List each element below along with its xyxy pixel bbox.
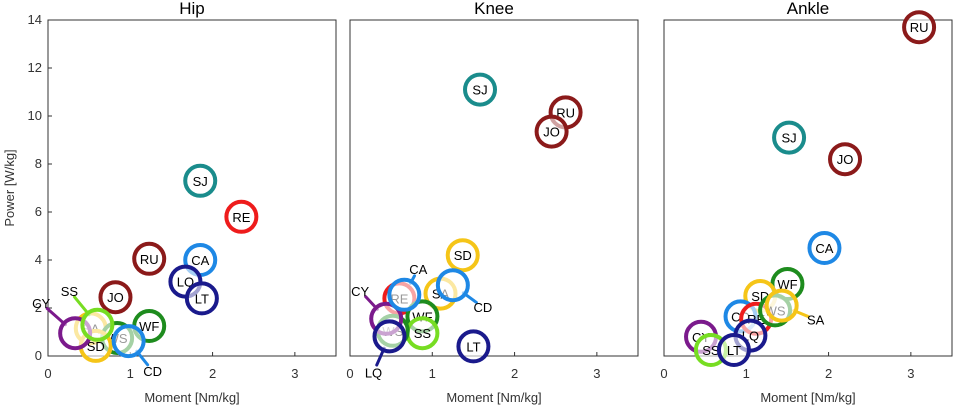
x-tick-label-0-3: 3 (291, 366, 298, 381)
marker-label-2-ru: RU (910, 20, 929, 35)
marker-label-0-lq: LQ (177, 275, 194, 290)
x-tick-label-2-2: 2 (825, 366, 832, 381)
y-tick-label-0-2: 4 (35, 252, 42, 267)
x-tick-label-1-3: 3 (593, 366, 600, 381)
marker-2-lt (716, 333, 751, 367)
marker-0-lt (184, 281, 219, 316)
marker-label-1-sj: SJ (472, 83, 487, 98)
marker-label-1-lq: LQ (365, 365, 382, 380)
marker-label-1-cy: CY (351, 284, 369, 299)
marker-0-ss (80, 307, 115, 342)
marker-0-ru (132, 241, 167, 276)
marker-label-0-ru: RU (140, 252, 159, 267)
marker-2-ca (807, 231, 842, 265)
x-tick-label-1-0: 0 (346, 366, 353, 381)
marker-label-0-ss: SS (61, 284, 79, 299)
marker-label-1-jo: JO (543, 125, 560, 140)
marker-0-jo (98, 280, 133, 315)
marker-label-0-wf: WF (139, 319, 159, 334)
x-tick-label-0-0: 0 (44, 366, 51, 381)
marker-label-0-re: RE (232, 210, 250, 225)
marker-label-1-sd: SD (454, 248, 472, 263)
marker-label-2-lt: LT (727, 343, 741, 358)
marker-label-0-cd: CD (143, 364, 162, 379)
x-tick-label-1-2: 2 (511, 366, 518, 381)
marker-label-0-lt: LT (195, 291, 209, 306)
panel-title-2: Ankle (787, 0, 830, 18)
y-tick-label-0-1: 2 (35, 300, 42, 315)
marker-label-0-ca: CA (191, 253, 209, 268)
y-tick-label-0-3: 6 (35, 204, 42, 219)
panel-title-0: Hip (179, 0, 205, 18)
marker-label-1-ca: CA (409, 262, 427, 277)
marker-2-ru (902, 10, 937, 45)
x-tick-label-0-1: 1 (127, 366, 134, 381)
x-axis-label-2: Moment [Nm/kg] (760, 390, 855, 405)
x-tick-label-1-1: 1 (429, 366, 436, 381)
marker-1-lq (372, 319, 407, 354)
marker-2-sa (764, 288, 799, 323)
x-axis-label-1: Moment [Nm/kg] (446, 390, 541, 405)
y-axis-label-0: Power [W/kg] (2, 149, 17, 226)
y-tick-label-0-0: 0 (35, 348, 42, 363)
marker-label-0-jo: JO (107, 290, 124, 305)
marker-1-ca (387, 277, 422, 312)
plot-frame-0 (47, 19, 337, 357)
x-tick-label-2-0: 0 (660, 366, 667, 381)
marker-label-0-sj: SJ (193, 174, 208, 189)
y-tick-label-0-6: 12 (28, 60, 42, 75)
marker-2-sj (772, 120, 807, 155)
marker-label-2-sj: SJ (781, 131, 796, 146)
marker-label-0-sd: SD (87, 339, 105, 354)
marker-label-1-ru: RU (556, 105, 575, 120)
marker-1-sj (463, 72, 498, 107)
x-tick-label-2-3: 3 (907, 366, 914, 381)
x-axis-label-0: Moment [Nm/kg] (144, 390, 239, 405)
plot-frame-1 (349, 19, 639, 357)
y-tick-label-0-7: 14 (28, 12, 42, 27)
marker-1-lt (456, 329, 491, 364)
plot-frame-2 (663, 19, 953, 357)
marker-0-re (224, 199, 259, 234)
marker-0-cd (111, 324, 146, 359)
marker-1-cd (435, 268, 470, 303)
panel-title-1: Knee (474, 0, 514, 18)
y-tick-label-0-5: 10 (28, 108, 42, 123)
marker-label-1-lt: LT (466, 339, 480, 354)
leader-line-0-11 (45, 306, 67, 327)
marker-label-2-jo: JO (837, 152, 854, 167)
marker-label-2-wf: WF (777, 277, 797, 292)
marker-label-2-ss: SS (702, 343, 720, 358)
x-tick-label-2-1: 1 (743, 366, 750, 381)
marker-label-0-cy: CY (32, 296, 50, 311)
marker-label-2-sa: SA (807, 313, 825, 328)
marker-1-jo (534, 114, 569, 149)
marker-label-2-ca: CA (815, 241, 833, 256)
marker-label-1-cd: CD (473, 300, 492, 315)
marker-label-1-ss: SS (414, 326, 432, 341)
y-tick-label-0-4: 8 (35, 156, 42, 171)
x-tick-label-0-2: 2 (209, 366, 216, 381)
marker-0-sj (183, 163, 218, 198)
marker-2-jo (828, 142, 863, 177)
marker-1-sd (445, 238, 480, 273)
